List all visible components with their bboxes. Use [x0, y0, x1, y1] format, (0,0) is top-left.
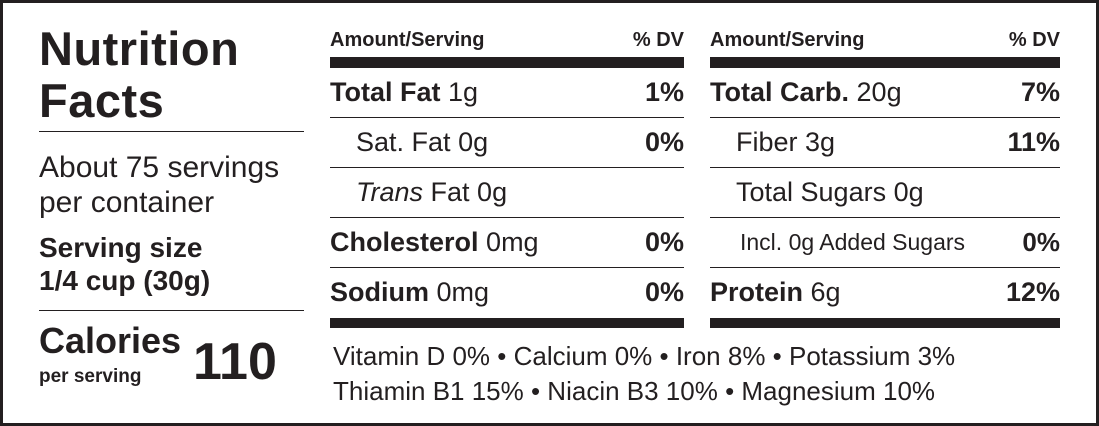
nutrient-name: Sodium: [330, 277, 429, 307]
title-line-1: Nutrition: [39, 22, 240, 75]
nutrient-row-total-fat: Total Fat 1g 1%: [330, 68, 684, 118]
nutrient-name: Fiber: [736, 127, 798, 157]
thick-bar: [710, 318, 1060, 328]
divider: [39, 310, 304, 311]
nutrient-name: Incl. 0g Added Sugars: [740, 229, 966, 255]
nutrient-amount: 3g: [805, 127, 836, 157]
vitamins-line-1: Vitamin D 0% • Calcium 0% • Iron 8% • Po…: [333, 341, 956, 371]
nutrient-dv: 0%: [644, 227, 684, 257]
nutrient-amount: 0g: [477, 177, 508, 207]
nutrient-amount: 1g: [448, 77, 479, 107]
nutrient-name: Total Fat: [330, 77, 441, 107]
nutrient-amount: 6g: [810, 277, 841, 307]
nutrient-name: Protein: [710, 277, 804, 307]
vitamins-line-2: Thiamin B1 15% • Niacin B3 10% • Magnesi…: [333, 376, 936, 406]
table-header: Amount/Serving % DV: [330, 25, 684, 57]
nutrient-amount: 0g: [458, 127, 489, 157]
nutrient-row-total-sugars: Total Sugars 0g: [710, 168, 1060, 218]
nutrient-amount: 0mg: [436, 277, 490, 307]
header-amount: Amount/Serving: [710, 29, 865, 51]
nutrient-dv: 7%: [1020, 77, 1060, 107]
calories-label: Calories: [39, 320, 182, 361]
nutrient-table-right: Amount/Serving % DV Total Carb. 20g 7% F…: [710, 25, 1060, 328]
nutrient-row-trans-fat: Trans Fat 0g: [330, 168, 684, 218]
serving-size-label: Serving size: [39, 232, 203, 263]
nutrient-amount: 0g: [893, 177, 924, 207]
calories-value: 110: [193, 333, 277, 391]
serving-size: Serving size 1/4 cup (30g): [39, 231, 210, 297]
nutrient-row-sodium: Sodium 0mg 0%: [330, 268, 684, 318]
table-header: Amount/Serving % DV: [710, 25, 1060, 57]
nutrient-dv: 0%: [644, 277, 684, 307]
nutrient-name: Total Carb.: [710, 77, 850, 107]
divider: [39, 131, 304, 132]
servings-line-1: About 75 servings: [39, 151, 280, 184]
nutrient-name: Cholesterol: [330, 227, 479, 257]
nutrient-dv: 11%: [1007, 127, 1060, 157]
nutrient-name: Sat. Fat: [356, 127, 451, 157]
serving-size-value: 1/4 cup (30g): [39, 265, 211, 296]
nutrient-name-italic: Trans: [356, 177, 431, 207]
nutrient-row-protein: Protein 6g 12%: [710, 268, 1060, 318]
servings-per-container: About 75 servings per container: [39, 150, 279, 220]
label-title: Nutrition Facts: [39, 23, 239, 127]
nutrient-dv: 0%: [1022, 227, 1060, 257]
header-amount: Amount/Serving: [330, 29, 485, 51]
nutrient-amount: 20g: [856, 77, 902, 107]
header-dv: % DV: [632, 29, 684, 51]
nutrient-dv: 12%: [1005, 277, 1060, 307]
nutrient-dv: 0%: [644, 127, 684, 157]
nutrient-amount: 0mg: [486, 227, 539, 257]
nutrient-row-sat-fat: Sat. Fat 0g 0%: [330, 118, 684, 168]
header-dv: % DV: [1008, 29, 1060, 51]
calories-subtitle: per serving: [39, 366, 142, 387]
servings-line-2: per container: [39, 186, 215, 219]
title-line-2: Facts: [39, 74, 165, 127]
nutrient-row-added-sugars: Incl. 0g Added Sugars 0%: [710, 218, 1060, 268]
nutrient-dv: 1%: [644, 77, 684, 107]
nutrient-row-total-carb: Total Carb. 20g 7%: [710, 68, 1060, 118]
thick-bar: [330, 57, 684, 68]
nutrient-name: Total Sugars: [736, 177, 887, 207]
nutrient-name: Fat: [430, 177, 470, 207]
thick-bar: [330, 318, 684, 328]
nutrient-row-fiber: Fiber 3g 11%: [710, 118, 1060, 168]
vitamins-minerals: Vitamin D 0% • Calcium 0% • Iron 8% • Po…: [333, 339, 955, 409]
nutrient-row-cholesterol: Cholesterol 0mg 0%: [330, 218, 684, 268]
nutrient-table-left: Amount/Serving % DV Total Fat 1g 1% Sat.…: [330, 25, 684, 328]
thick-bar: [710, 57, 1060, 68]
